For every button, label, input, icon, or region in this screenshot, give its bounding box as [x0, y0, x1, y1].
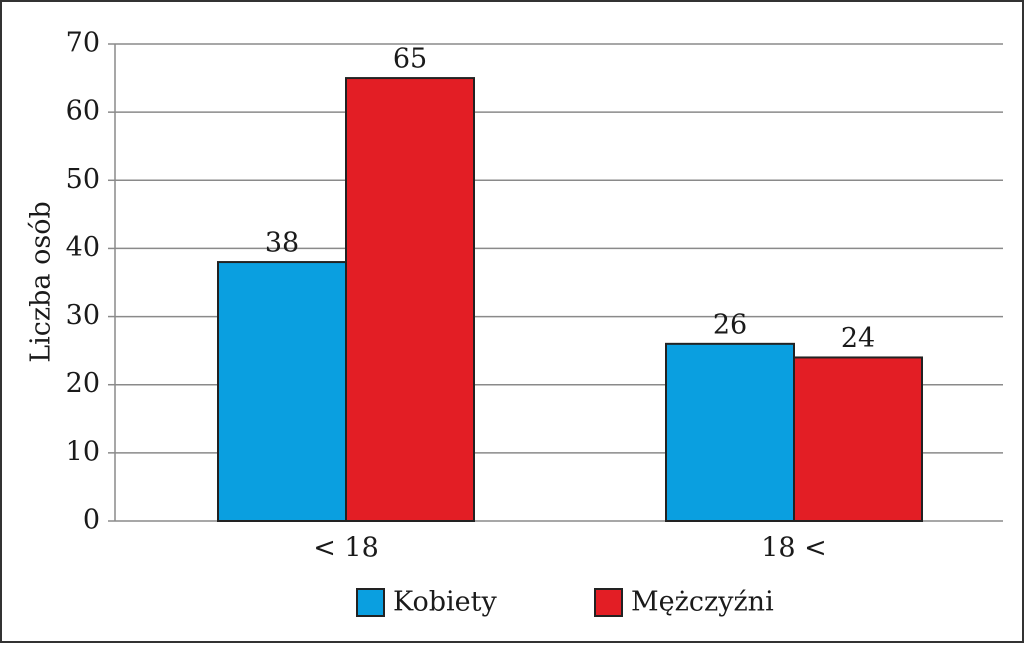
y-tick-label: 20: [66, 368, 100, 399]
x-tick-label: < 18: [313, 533, 379, 564]
legend-label: Mężczyźni: [631, 587, 774, 618]
y-tick-label: 50: [66, 164, 100, 195]
bar: [345, 77, 475, 522]
y-tick-label: 0: [83, 505, 100, 536]
legend-swatch: [594, 588, 623, 617]
y-tick-label: 70: [66, 28, 100, 59]
bar: [793, 356, 923, 523]
x-tick-label: 18 <: [761, 533, 827, 564]
y-tick-label: 10: [66, 436, 100, 467]
data-label: 38: [265, 228, 299, 259]
data-label: 24: [841, 323, 875, 354]
data-label: 65: [393, 44, 427, 75]
y-axis-label: Liczba osób: [26, 201, 57, 363]
y-tick-label: 40: [66, 232, 100, 263]
legend-label: Kobiety: [393, 587, 497, 618]
y-tick-label: 60: [66, 96, 100, 127]
y-tick-label: 30: [66, 300, 100, 331]
legend-swatch: [356, 588, 385, 617]
bar: [217, 261, 347, 522]
bar: [665, 342, 795, 523]
data-label: 26: [713, 309, 747, 340]
